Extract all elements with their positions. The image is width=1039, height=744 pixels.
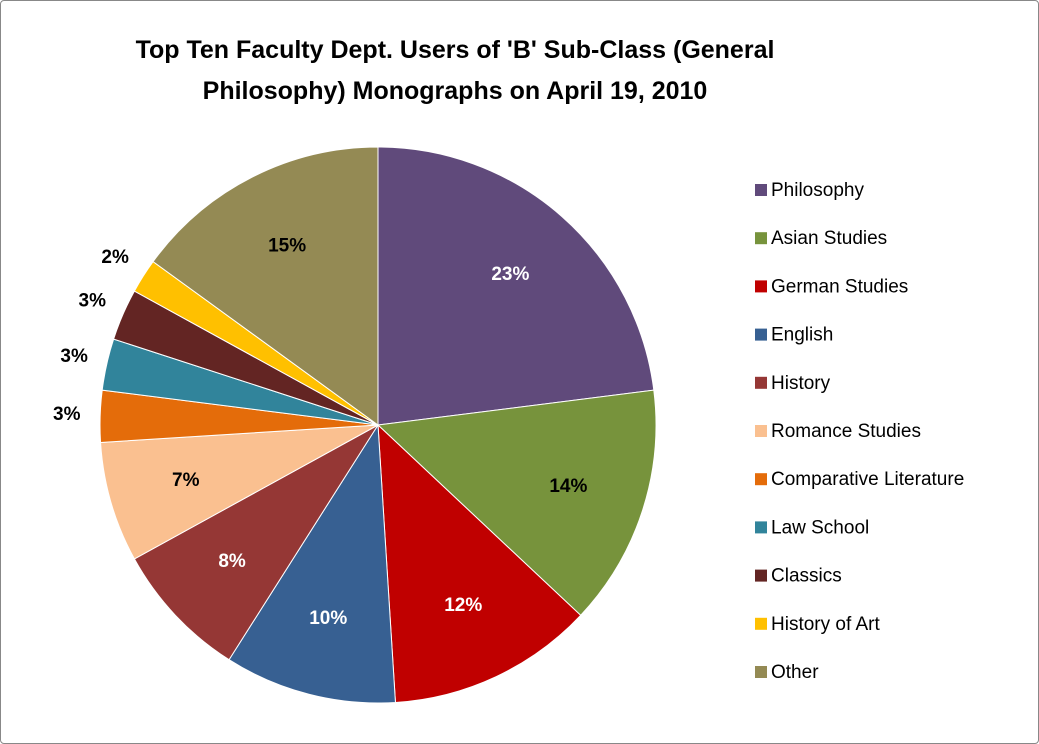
data-label: 3% bbox=[53, 404, 81, 425]
legend-label: Comparative Literature bbox=[771, 469, 964, 490]
pie-slice bbox=[228, 423, 396, 704]
legend-swatch bbox=[755, 569, 767, 582]
pie-slice bbox=[100, 424, 379, 560]
data-label: 2% bbox=[101, 247, 129, 268]
data-label: 10% bbox=[309, 608, 347, 629]
data-label: 23% bbox=[491, 264, 529, 285]
data-label: 12% bbox=[444, 595, 482, 616]
legend-label: History of Art bbox=[771, 614, 880, 635]
legend-swatch bbox=[755, 328, 767, 341]
legend-label: Law School bbox=[771, 517, 869, 538]
pie-slice bbox=[152, 146, 379, 426]
legend-swatch bbox=[755, 473, 767, 486]
pie-slice bbox=[133, 424, 379, 661]
legend-label: Classics bbox=[771, 566, 842, 587]
legend-swatch bbox=[755, 184, 767, 196]
data-label: 8% bbox=[218, 551, 246, 572]
legend-swatch bbox=[755, 280, 767, 293]
legend-swatch bbox=[755, 666, 767, 678]
legend-label: German Studies bbox=[771, 276, 908, 297]
legend-swatch bbox=[755, 521, 767, 534]
data-label: 15% bbox=[268, 236, 306, 257]
legend-label: Philosophy bbox=[771, 180, 864, 201]
data-label: 3% bbox=[79, 290, 107, 311]
legend-label: Asian Studies bbox=[771, 228, 887, 249]
legend-swatch bbox=[755, 232, 767, 245]
pie-slice bbox=[377, 146, 655, 426]
data-label: 14% bbox=[549, 476, 587, 497]
chart-title: Top Ten Faculty Dept. Users of 'B' Sub-C… bbox=[135, 36, 775, 105]
legend-label: Romance Studies bbox=[771, 421, 921, 442]
data-label: 7% bbox=[172, 470, 200, 491]
legend-label: History bbox=[771, 373, 831, 394]
legend-label: Other bbox=[771, 662, 819, 683]
legend-label: English bbox=[771, 325, 833, 346]
legend-swatch bbox=[755, 425, 767, 437]
pie-slice bbox=[376, 389, 657, 617]
pie-slice bbox=[377, 423, 582, 703]
legend-swatch bbox=[755, 617, 767, 630]
legend-swatch bbox=[755, 376, 767, 389]
data-label: 3% bbox=[60, 346, 88, 367]
